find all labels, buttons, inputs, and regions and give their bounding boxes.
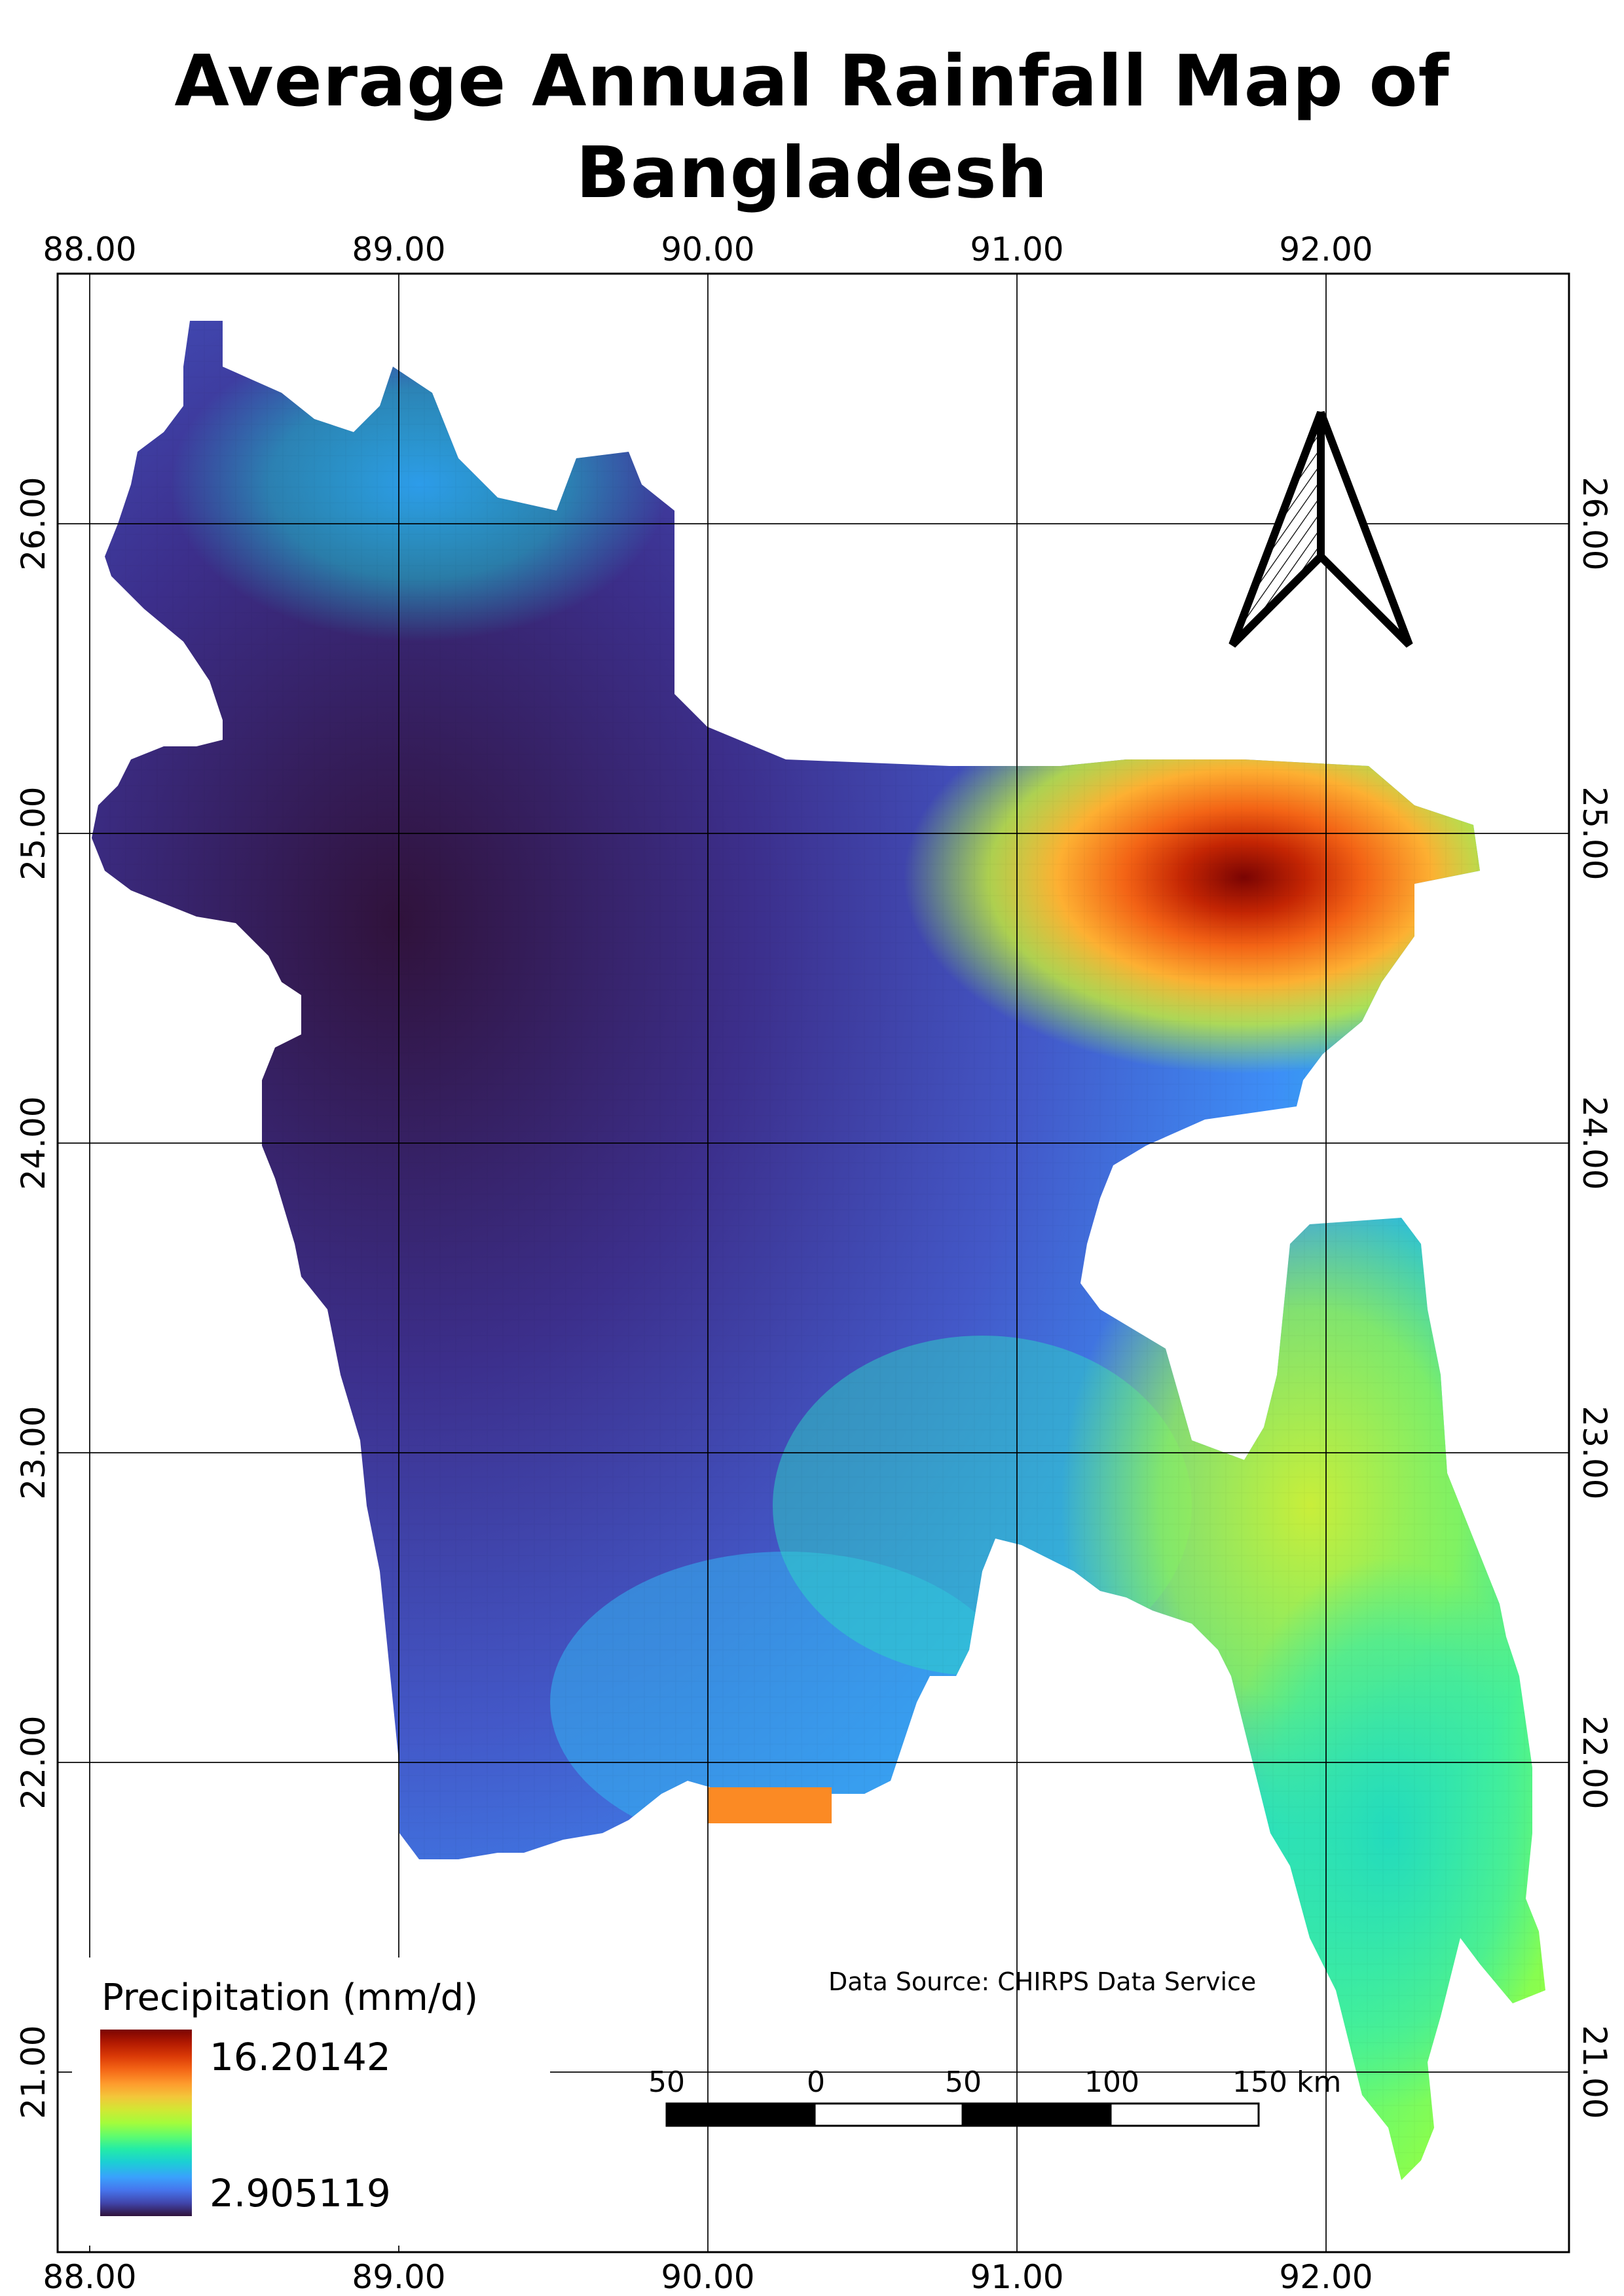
scale-label-0: 50 bbox=[648, 2066, 685, 2099]
latitude-label: 23.00 bbox=[1576, 1406, 1614, 1499]
longitude-label: 91.00 bbox=[970, 230, 1063, 268]
longitude-label: 92.00 bbox=[1279, 230, 1373, 268]
legend: Precipitation (mm/d) 16.20142 2.905119 bbox=[72, 1958, 550, 2246]
longitude-labels-bottom: 88.00 89.00 90.00 91.00 92.00 bbox=[43, 2258, 1373, 2296]
longitude-label: 89.00 bbox=[352, 230, 445, 268]
scale-label-1: 0 bbox=[807, 2066, 825, 2099]
latitude-label: 22.00 bbox=[1576, 1715, 1614, 1809]
scale-label-4: 150 km bbox=[1232, 2066, 1341, 2099]
latitude-label: 23.00 bbox=[14, 1406, 52, 1499]
longitude-label: 92.00 bbox=[1279, 2258, 1373, 2296]
longitude-label: 88.00 bbox=[43, 2258, 136, 2296]
longitude-labels-top: 88.00 89.00 90.00 91.00 92.00 bbox=[43, 230, 1373, 268]
scale-bar: 50 0 50 100 150 km bbox=[648, 2066, 1341, 2127]
north-arrow-icon bbox=[1228, 410, 1413, 648]
latitude-label: 25.00 bbox=[14, 786, 52, 880]
latitude-labels-right: 26.00 25.00 24.00 23.00 22.00 21.00 bbox=[1576, 477, 1614, 2119]
latitude-label: 24.00 bbox=[1576, 1096, 1614, 1190]
legend-max-value: 16.20142 bbox=[210, 2035, 391, 2079]
data-source-text: Data Source: CHIRPS Data Service bbox=[828, 1967, 1256, 1996]
latitude-labels-left: 26.00 25.00 24.00 23.00 22.00 21.00 bbox=[14, 477, 52, 2119]
latitude-label: 25.00 bbox=[1576, 786, 1614, 880]
latitude-label: 26.00 bbox=[1576, 477, 1614, 570]
latitude-label: 22.00 bbox=[14, 1715, 52, 1809]
map-title: Average Annual Rainfall Map of Banglades… bbox=[174, 41, 1450, 214]
latitude-label: 21.00 bbox=[1576, 2025, 1614, 2119]
longitude-label: 89.00 bbox=[352, 2258, 445, 2296]
coastal-hotspot bbox=[707, 1787, 832, 1823]
longitude-label: 90.00 bbox=[661, 2258, 754, 2296]
longitude-label: 90.00 bbox=[661, 230, 754, 268]
longitude-label: 91.00 bbox=[970, 2258, 1063, 2296]
latitude-label: 21.00 bbox=[14, 2025, 52, 2119]
legend-colorbar bbox=[100, 2030, 192, 2216]
longitude-label: 88.00 bbox=[43, 230, 136, 268]
scale-label-3: 100 bbox=[1084, 2066, 1139, 2099]
legend-min-value: 2.905119 bbox=[210, 2171, 391, 2215]
legend-title: Precipitation (mm/d) bbox=[101, 1977, 478, 2019]
latitude-label: 24.00 bbox=[14, 1096, 52, 1190]
scale-label-2: 50 bbox=[945, 2066, 982, 2099]
latitude-label: 26.00 bbox=[14, 477, 52, 570]
